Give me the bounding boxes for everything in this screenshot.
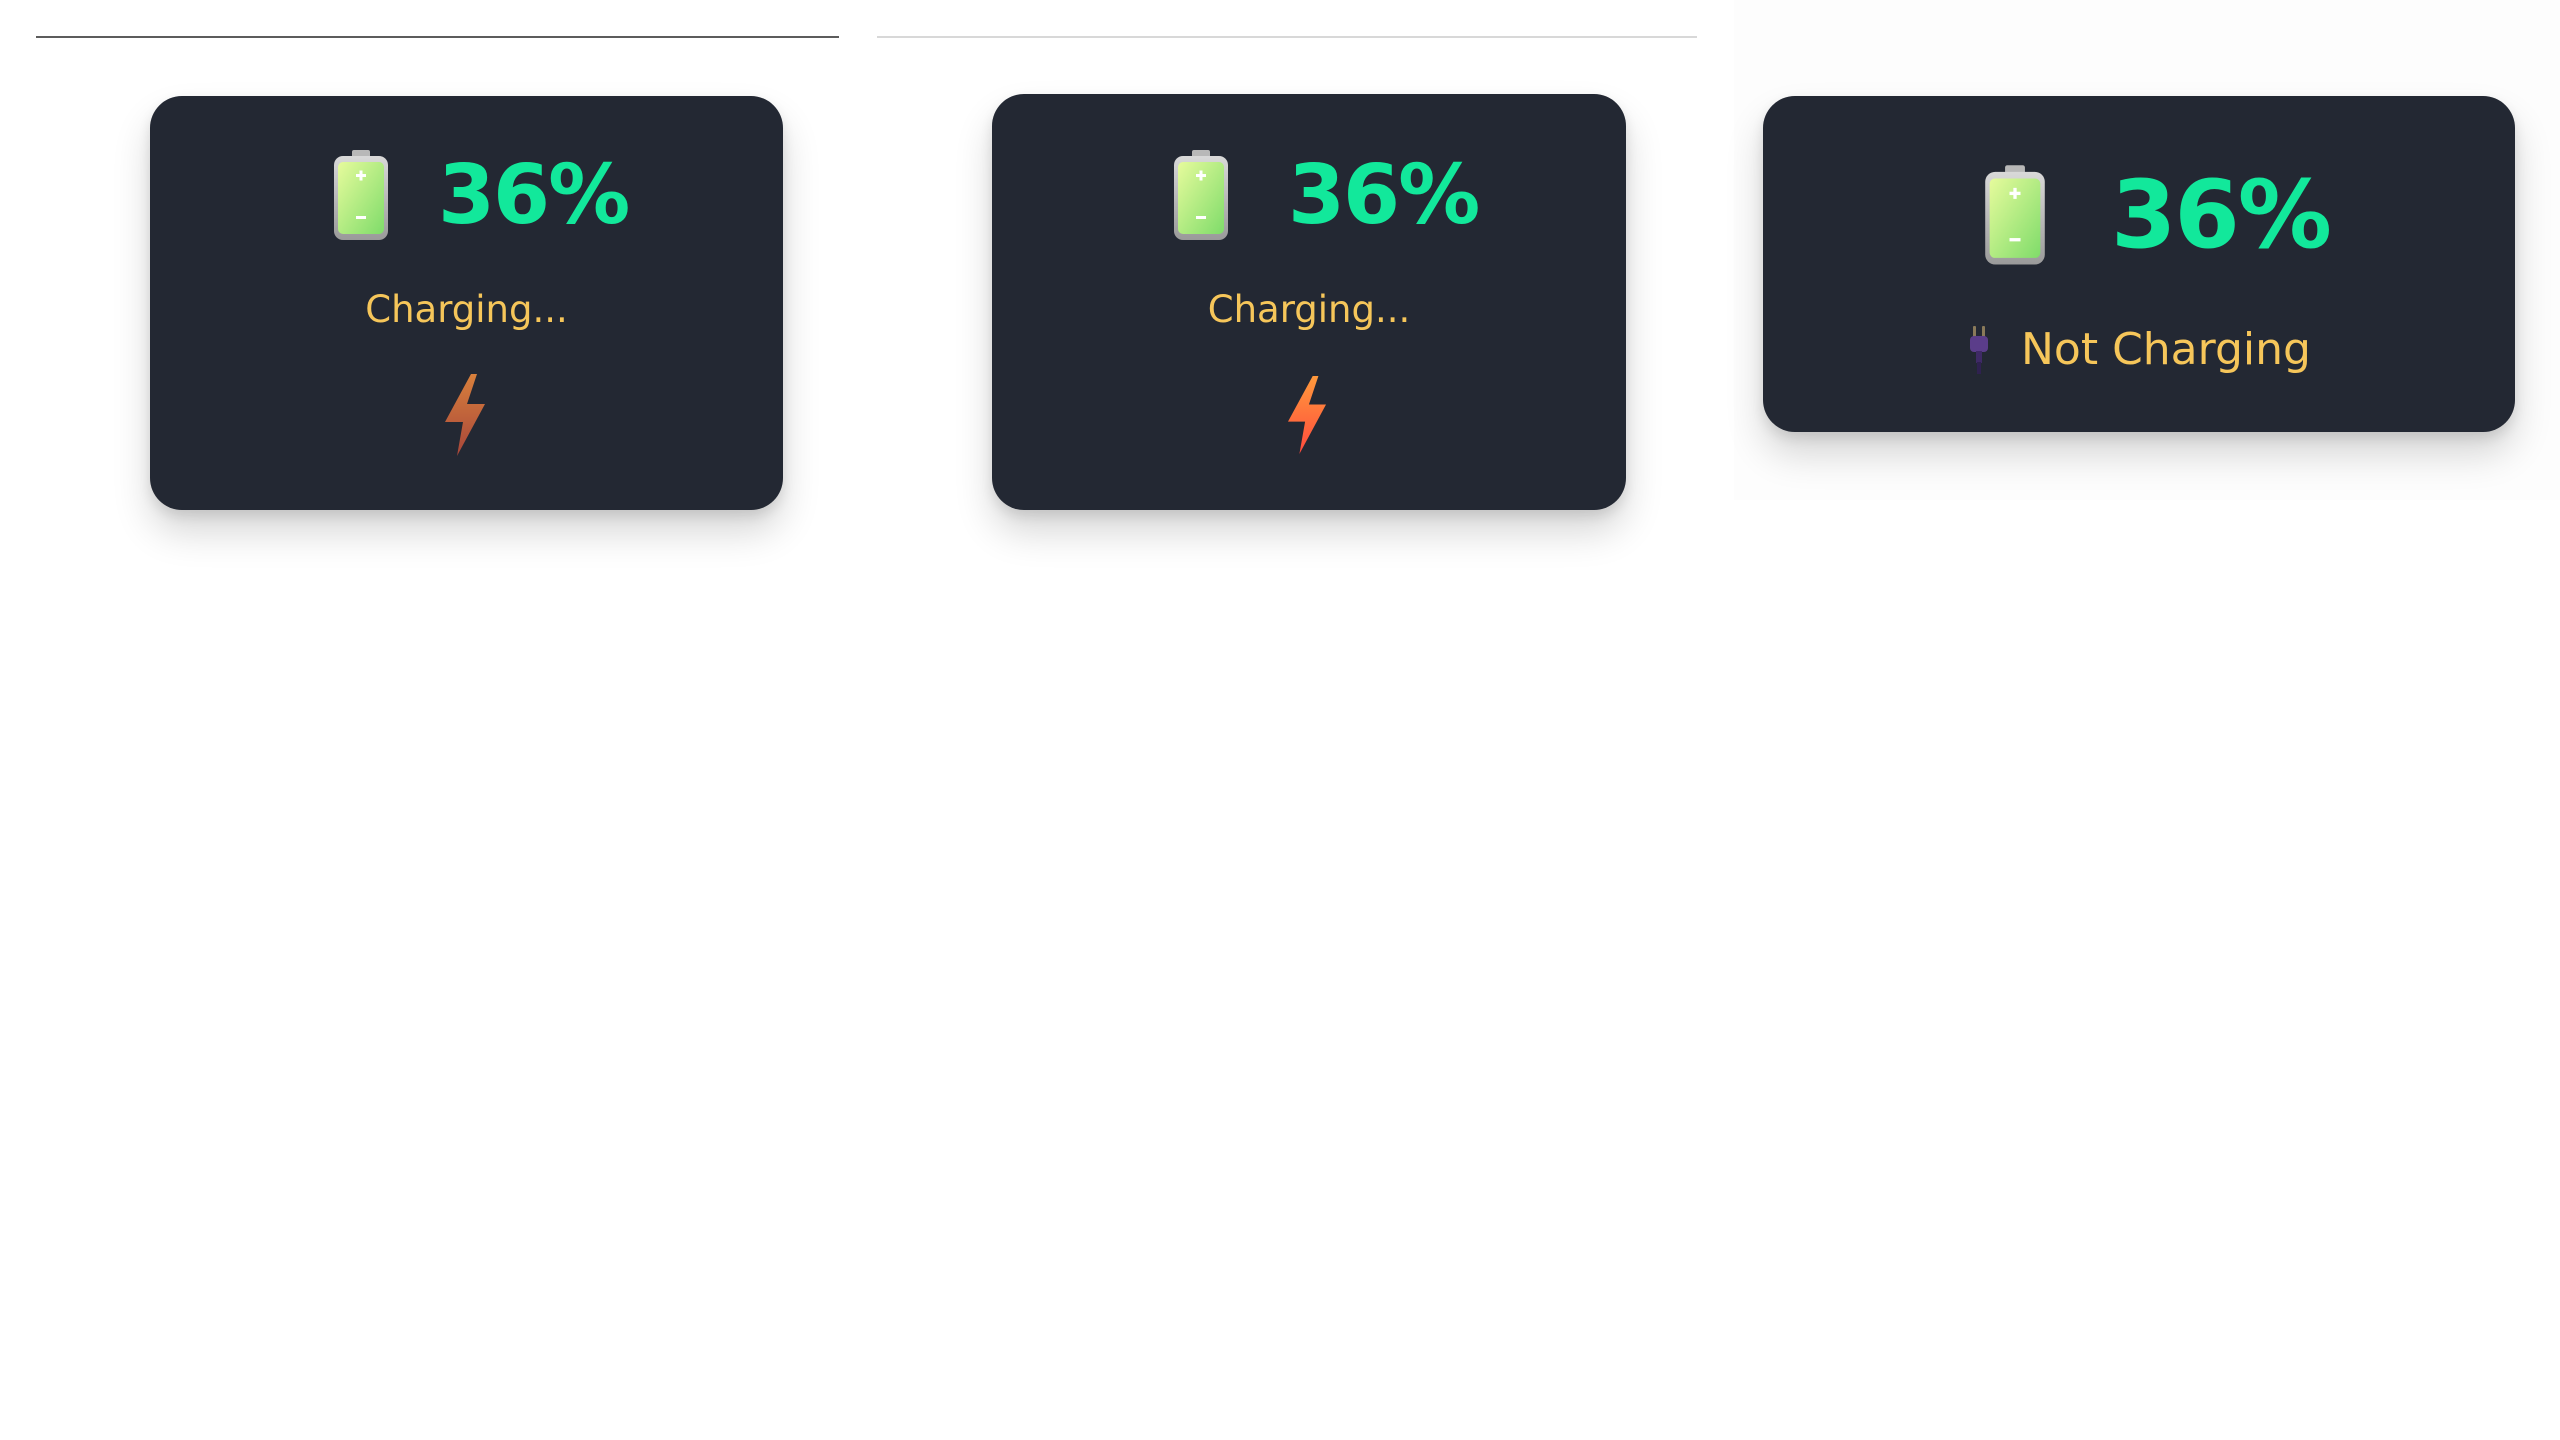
battery-card: 36% Not Charging [1763, 96, 2515, 432]
battery-readout: 36% [1172, 148, 1480, 243]
battery-icon [334, 150, 388, 240]
divider-line [36, 36, 839, 38]
battery-readout: 36% [332, 148, 630, 243]
lightning-bolt-icon [445, 374, 485, 456]
lightning-bolt-icon [1287, 376, 1327, 454]
charging-status-text: Charging... [365, 288, 568, 331]
battery-percentage: 36% [438, 148, 630, 243]
charging-status-text: Charging... [1207, 288, 1411, 331]
battery-percentage: 36% [1288, 148, 1480, 243]
battery-card: 36% Charging... [150, 96, 783, 510]
plug-icon [1970, 325, 1988, 374]
battery-icon [1174, 150, 1228, 240]
battery-icon [1985, 165, 2045, 265]
battery-card: 36% Charging... [992, 94, 1626, 510]
charging-status-row: Not Charging [1967, 324, 2311, 375]
divider-line [877, 36, 1697, 38]
battery-percentage: 36% [2111, 161, 2332, 270]
battery-readout: 36% [1983, 161, 2332, 270]
charging-status-text: Not Charging [2021, 324, 2311, 375]
